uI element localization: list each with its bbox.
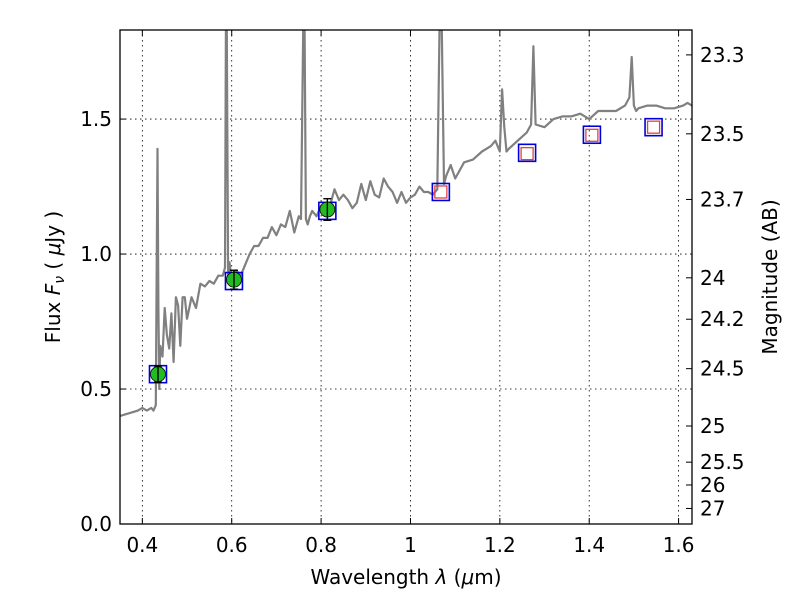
predicted-point-box bbox=[646, 120, 661, 134]
x-tick-label: 1 bbox=[404, 533, 417, 557]
grid-lines bbox=[120, 30, 692, 525]
x-tick-label: 0.6 bbox=[216, 533, 248, 557]
y-axis-label-close: Jy ) bbox=[41, 211, 65, 245]
y-tick-label: 0.0 bbox=[80, 512, 112, 536]
magnitude-tick-label: 23.3 bbox=[700, 43, 745, 67]
magnitude-axis-label: Magnitude (AB) bbox=[758, 199, 782, 354]
model-photometry-box bbox=[644, 117, 663, 137]
x-tick-label: 0.8 bbox=[305, 533, 337, 557]
magnitude-tick-label: 24.5 bbox=[700, 357, 745, 381]
y-axis-label-mu: μ bbox=[41, 243, 65, 257]
y-axis-label-symbol: F bbox=[41, 283, 65, 295]
model-photometry-box bbox=[431, 182, 451, 202]
x-tick-label: 1.6 bbox=[663, 533, 695, 557]
axis-ticks: 0.4 0.6 0.8 1 1.2 1.4 1.6 0.0 0.5 1.0 1.5 23.3 23.5 2… bbox=[80, 30, 745, 557]
x-axis-label: Wavelength λ (μm) bbox=[310, 565, 501, 589]
x-axis-label-prefix: Wavelength bbox=[310, 565, 435, 589]
y-tick-label: 1.0 bbox=[80, 242, 112, 266]
x-tick-label: 1.4 bbox=[573, 533, 605, 557]
magnitude-tick-label: 23.7 bbox=[700, 187, 745, 211]
y-tick-label: 0.5 bbox=[80, 377, 112, 401]
plot-area bbox=[120, 30, 692, 418]
magnitude-tick-label: 23.5 bbox=[700, 122, 745, 146]
predicted-point-box bbox=[434, 185, 448, 199]
y-tick-label: 1.5 bbox=[80, 107, 112, 131]
magnitude-tick-label: 25 bbox=[700, 414, 725, 438]
x-axis-label-mu: μ bbox=[460, 565, 474, 589]
x-axis-label-unit: m) bbox=[474, 565, 501, 589]
y-axis-label: Flux Fν ( μJy ) bbox=[41, 211, 68, 343]
model-photometry-box bbox=[582, 125, 602, 145]
model-photometry-box bbox=[517, 143, 537, 163]
y-axis-label-open: ( bbox=[41, 255, 65, 276]
magnitude-tick-label: 26 bbox=[700, 473, 725, 497]
x-tick-label: 1.2 bbox=[484, 533, 516, 557]
x-axis-label-open: ( bbox=[447, 565, 461, 589]
x-tick-label: 0.4 bbox=[126, 533, 158, 557]
predicted-point-box bbox=[585, 128, 599, 142]
plot-frame bbox=[119, 29, 693, 525]
y-axis-label-prefix: Flux bbox=[41, 295, 65, 343]
model-spectrum-line bbox=[120, 30, 692, 418]
x-axis-label-symbol: λ bbox=[434, 565, 447, 589]
magnitude-tick-label: 24 bbox=[700, 266, 725, 290]
magnitude-tick-label: 24.2 bbox=[700, 307, 745, 331]
predicted-point-box bbox=[520, 146, 534, 161]
magnitude-tick-label: 27 bbox=[700, 496, 725, 520]
magnitude-tick-label: 25.5 bbox=[700, 450, 745, 474]
y-axis-label-sub: ν bbox=[52, 276, 68, 284]
